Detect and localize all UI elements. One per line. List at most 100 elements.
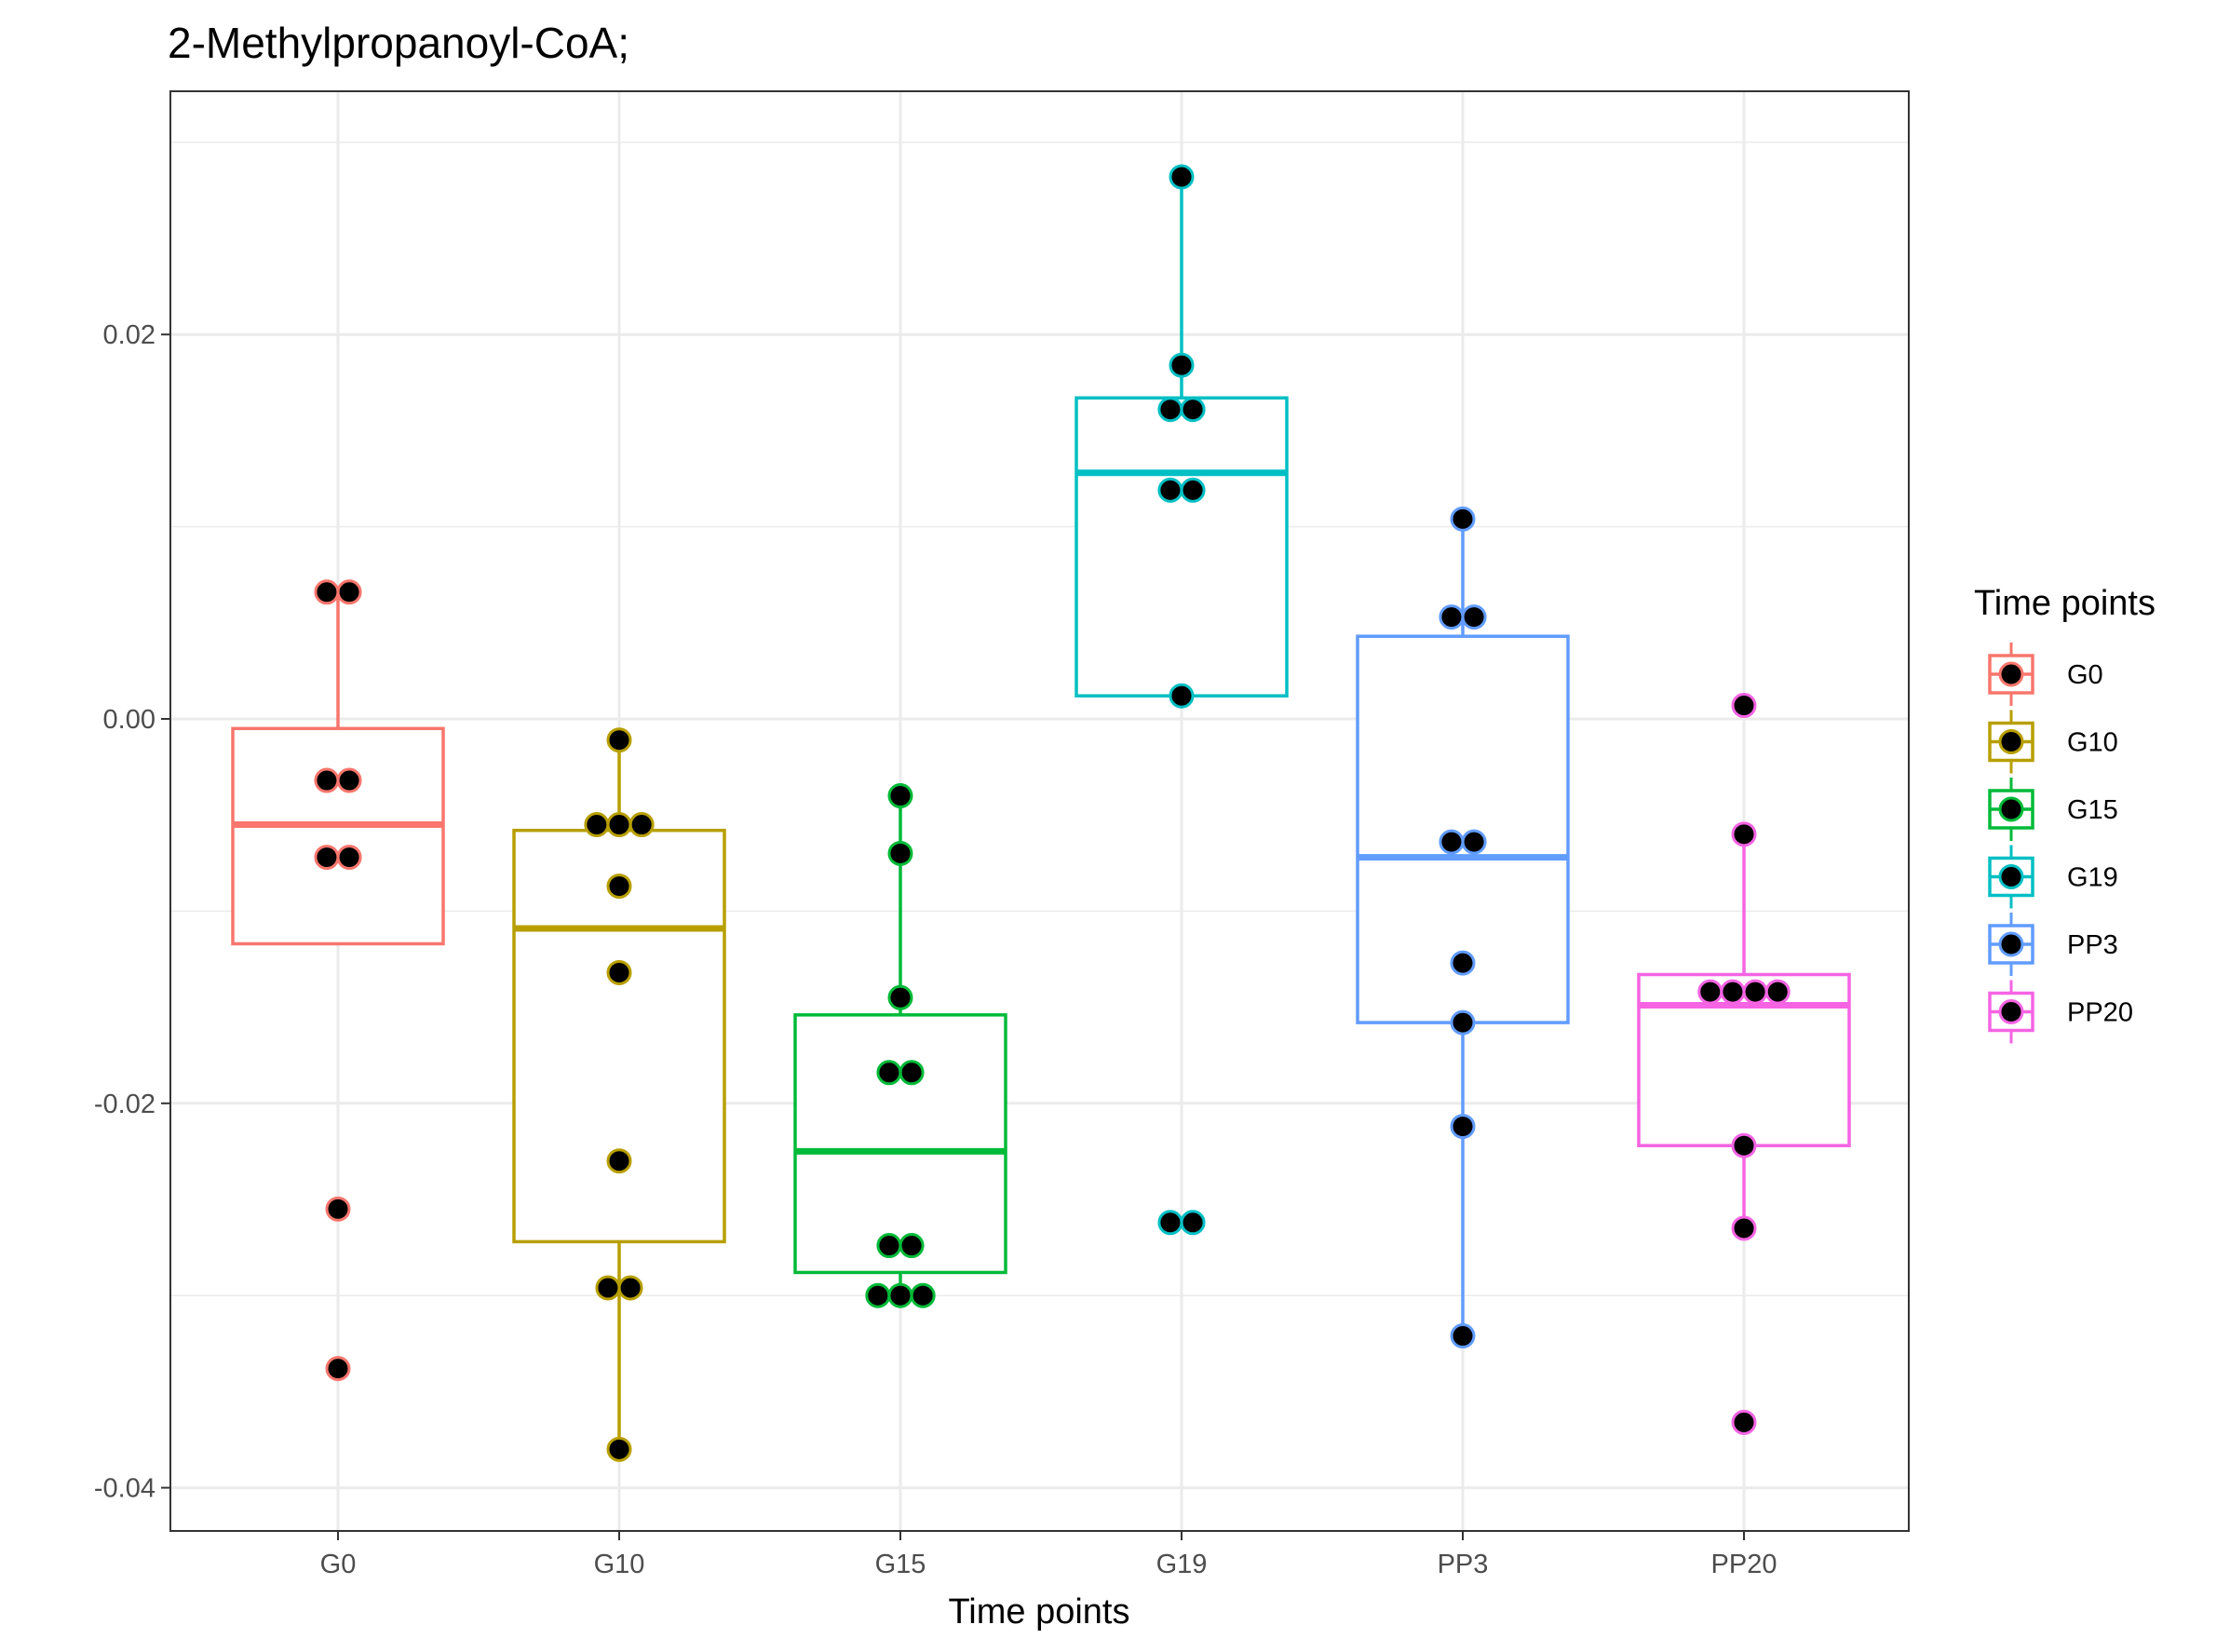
point-G10 (606, 812, 632, 838)
legend-key-point (1998, 796, 2024, 822)
point-PP20 (1742, 979, 1768, 1005)
point-G10 (595, 1275, 621, 1301)
legend-key-point (1998, 931, 2024, 957)
point-G15 (887, 783, 913, 809)
point-G10 (628, 812, 655, 838)
y-tick-label: 0.00 (103, 705, 155, 735)
point-PP3 (1450, 1323, 1476, 1349)
y-tick-label: 0.02 (103, 320, 155, 350)
point-G0 (325, 1196, 351, 1222)
point-PP3 (1450, 1009, 1476, 1036)
point-G19 (1169, 683, 1195, 709)
point-G15 (899, 1233, 925, 1259)
point-PP3 (1461, 604, 1487, 630)
box-iqr (1074, 396, 1289, 697)
legend-key-point (1998, 999, 2024, 1024)
point-PP20 (1731, 1409, 1757, 1435)
point-G10 (606, 959, 632, 985)
point-PP20 (1697, 979, 1723, 1005)
legend-key-point (1998, 729, 2024, 754)
point-PP20 (1720, 979, 1746, 1005)
point-G15 (876, 1233, 902, 1259)
legend-label: G19 (2067, 863, 2118, 893)
legend-label: PP3 (2067, 930, 2118, 960)
point-G15 (910, 1282, 936, 1308)
point-G15 (887, 840, 913, 866)
data-points (314, 164, 1791, 1462)
point-G0 (336, 767, 362, 793)
point-G15 (887, 1282, 913, 1308)
x-tick-label: PP20 (1711, 1550, 1777, 1579)
point-PP20 (1731, 821, 1757, 847)
legend-label: G15 (2067, 795, 2118, 825)
y-tick-label: -0.02 (94, 1090, 155, 1119)
box-iqr (793, 1013, 1007, 1275)
point-G19 (1157, 397, 1183, 423)
plot-panel-border (169, 90, 1910, 1532)
legend-label: PP20 (2067, 998, 2133, 1028)
point-PP20 (1731, 1215, 1757, 1241)
legend-item-G10: G10 (1987, 710, 2118, 774)
chart-title: 2-Methylpropanoyl-CoA; (168, 19, 629, 67)
point-PP3 (1450, 950, 1476, 976)
point-PP20 (1764, 979, 1791, 1005)
point-G15 (887, 984, 913, 1010)
legend-item-G15: G15 (1987, 778, 2118, 841)
y-tick-label: -0.04 (94, 1474, 155, 1504)
point-G10 (606, 727, 632, 753)
point-G0 (325, 1356, 351, 1382)
axes: 0.02 0.00 -0.02 -0.04 G0 G10 G15 G19 PP3 PP20 (94, 320, 1777, 1579)
x-tick-label: PP3 (1438, 1550, 1489, 1579)
point-G0 (314, 579, 340, 605)
legend-label: G0 (2067, 660, 2103, 690)
box-G15 (793, 795, 1007, 1296)
point-G15 (865, 1282, 891, 1308)
point-G19 (1157, 1210, 1183, 1236)
point-G19 (1169, 352, 1195, 378)
legend-item-PP20: PP20 (1987, 980, 2133, 1044)
legend-title: Time points (1974, 584, 2156, 623)
legend-label: G10 (2067, 728, 2118, 758)
x-tick-label: G19 (1156, 1550, 1208, 1579)
point-G10 (584, 812, 610, 838)
point-PP3 (1439, 829, 1465, 855)
x-tick-label: G10 (594, 1550, 645, 1579)
x-tick-label: G15 (875, 1550, 926, 1579)
point-PP3 (1450, 1114, 1476, 1140)
point-G19 (1180, 397, 1206, 423)
box-PP20 (1637, 833, 1851, 1228)
point-G0 (314, 767, 340, 793)
x-tick-label: G0 (320, 1550, 357, 1579)
box-G0 (231, 591, 445, 946)
point-G19 (1180, 1210, 1206, 1236)
point-G10 (617, 1275, 643, 1301)
point-G0 (336, 845, 362, 871)
legend: Time points G0 G10 G15 G19 PP3 PP20 (1974, 584, 2156, 1044)
point-G0 (314, 845, 340, 871)
point-G15 (876, 1060, 902, 1086)
box-iqr (1637, 972, 1851, 1147)
point-G10 (606, 1436, 632, 1462)
point-PP20 (1731, 1132, 1757, 1158)
box-G19 (1074, 176, 1289, 697)
box-iqr (231, 726, 445, 946)
plot-panel (170, 91, 1909, 1531)
legend-items: G0 G10 G15 G19 PP3 PP20 (1987, 643, 2133, 1044)
legend-item-G0: G0 (1987, 643, 2103, 706)
point-PP3 (1439, 604, 1465, 630)
point-G19 (1180, 477, 1206, 503)
point-G19 (1157, 477, 1183, 503)
point-G15 (899, 1060, 925, 1086)
point-PP3 (1461, 829, 1487, 855)
point-G19 (1169, 164, 1195, 190)
point-G10 (606, 1148, 632, 1174)
legend-item-PP3: PP3 (1987, 913, 2118, 976)
x-axis-title: Time points (949, 1592, 1130, 1632)
legend-key-point (1998, 864, 2024, 889)
legend-item-G19: G19 (1987, 845, 2118, 909)
legend-key-point (1998, 661, 2024, 687)
point-G0 (336, 579, 362, 605)
point-G10 (606, 873, 632, 900)
point-PP20 (1731, 693, 1757, 719)
